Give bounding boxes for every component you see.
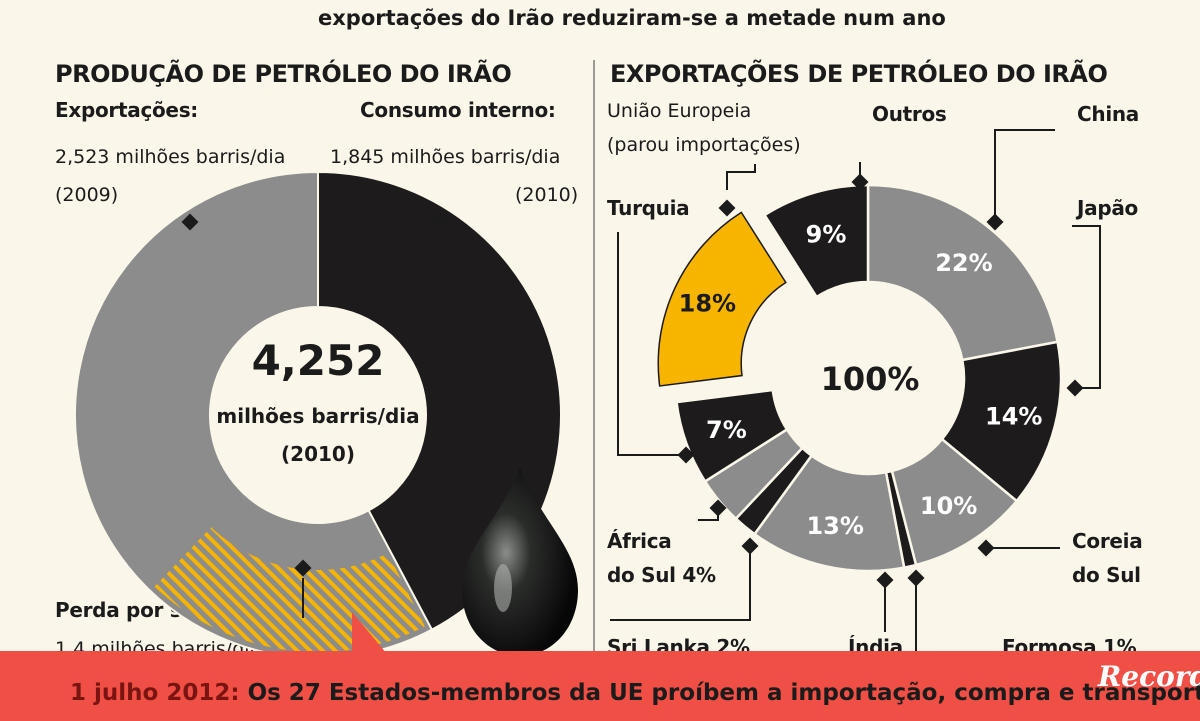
marker-africa [709, 499, 727, 517]
value-label-uniao-europeia: 18% [679, 289, 736, 317]
marker-srilanka [741, 537, 759, 555]
marker-loss [294, 559, 312, 577]
center-unit: milhões barris/dia [216, 404, 419, 428]
consumption-label: Consumo interno: [360, 98, 556, 122]
exports-heading: EXPORTAÇÕES DE PETRÓLEO DO IRÃO [610, 60, 1108, 88]
header-subtitle: exportações do Irão reduziram-se a metad… [318, 6, 946, 30]
marker-ue [718, 199, 736, 217]
oil-drop-icon [462, 468, 578, 656]
label-outros: Outros [872, 102, 947, 126]
slice-turquia [675, 388, 789, 484]
label-ue-line2: (parou importações) [607, 134, 801, 156]
bottom-band [0, 651, 1200, 721]
marker-formosa [907, 569, 925, 587]
exports-value: 2,523 milhões barris/dia [55, 146, 286, 168]
label-turquia: Turquia [607, 196, 690, 220]
brand-logo: Record [1098, 660, 1200, 693]
label-africa-line2: do Sul 4% [607, 563, 716, 587]
band-pointer [352, 612, 392, 660]
label-africa-line1: África [607, 529, 672, 553]
leader-ue [726, 164, 756, 190]
marker-india [876, 571, 894, 589]
center-total: 4,252 [252, 336, 385, 385]
leader-formosa [915, 578, 958, 661]
label-china: China [1077, 102, 1140, 126]
value-label-japao: 14% [985, 402, 1042, 430]
center-year: (2010) [281, 442, 355, 466]
value-label-india: 13% [806, 512, 863, 540]
center-percent: 100% [821, 360, 920, 398]
marker-outros [851, 173, 869, 191]
footer-date: 1 julho 2012: [70, 680, 240, 706]
slice-uniao-europeia [657, 211, 787, 387]
marker-turquia [677, 446, 695, 464]
value-label-outros: 9% [806, 220, 847, 248]
value-label-coreia-do-sul: 10% [920, 492, 977, 520]
marker-japao [1066, 379, 1084, 397]
leader-japao [1072, 225, 1101, 389]
footer-text: 1 julho 2012: Os 27 Estados-membros da U… [70, 680, 1200, 706]
slice-china [866, 183, 1060, 362]
value-label-china: 22% [935, 249, 992, 277]
slice-outros [762, 183, 870, 299]
footer-body: Os 27 Estados-membros da UE proíbem a im… [247, 680, 1200, 706]
slice-exportacoes [74, 170, 434, 659]
label-japao: Japão [1077, 196, 1138, 220]
leader-turquia [617, 232, 686, 456]
panel-divider [593, 60, 595, 660]
leader-china [994, 129, 1055, 222]
consumption-year: (2010) [515, 184, 579, 206]
exports-label: Exportações: [55, 98, 199, 122]
value-label-turquia: 7% [706, 416, 747, 444]
marker-china [986, 213, 1004, 231]
label-ue-line1: União Europeia [607, 100, 752, 122]
label-coreia-line1: Coreia [1072, 529, 1143, 553]
label-coreia-line2: do Sul [1072, 563, 1141, 587]
leader-srilanka [610, 546, 751, 621]
marker-coreia [977, 539, 995, 557]
production-heading: PRODUÇÃO DE PETRÓLEO DO IRÃO [55, 60, 512, 88]
exports-donut-chart: 22% 14% 10% 13% 7% 18% 9% 100% [657, 183, 1063, 573]
exports-year: (2009) [55, 184, 119, 206]
consumption-value: 1,845 milhões barris/dia [330, 146, 561, 168]
